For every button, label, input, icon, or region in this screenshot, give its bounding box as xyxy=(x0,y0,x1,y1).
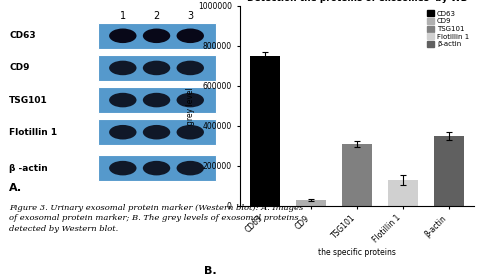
Text: 3: 3 xyxy=(187,11,194,21)
Legend: CD63, CD9, TSG101, Flotillin 1, β-actin: CD63, CD9, TSG101, Flotillin 1, β-actin xyxy=(426,9,471,49)
X-axis label: the specific proteins: the specific proteins xyxy=(318,247,396,257)
Bar xyxy=(388,180,418,206)
Text: CD63: CD63 xyxy=(9,31,35,40)
Ellipse shape xyxy=(109,29,137,43)
Ellipse shape xyxy=(177,125,204,140)
Ellipse shape xyxy=(109,161,137,175)
Bar xyxy=(433,136,464,206)
Ellipse shape xyxy=(143,125,170,140)
Ellipse shape xyxy=(143,93,170,107)
Text: A.: A. xyxy=(9,183,22,193)
Ellipse shape xyxy=(109,125,137,140)
Ellipse shape xyxy=(109,61,137,75)
Ellipse shape xyxy=(177,61,204,75)
Text: B.: B. xyxy=(204,266,217,276)
Text: Flotillin 1: Flotillin 1 xyxy=(9,128,57,137)
Title: Detection the proteins of exosomes  by WB: Detection the proteins of exosomes by WB xyxy=(247,0,467,3)
FancyBboxPatch shape xyxy=(98,155,216,181)
FancyBboxPatch shape xyxy=(98,55,216,81)
Text: CD9: CD9 xyxy=(9,63,30,73)
Ellipse shape xyxy=(143,161,170,175)
Text: Figure 3. Urinary exosomal protein marker (Western blot): A. Images
of exosomal : Figure 3. Urinary exosomal protein marke… xyxy=(10,204,304,233)
Bar xyxy=(296,200,326,206)
FancyBboxPatch shape xyxy=(98,87,216,113)
Ellipse shape xyxy=(109,93,137,107)
Y-axis label: grey level: grey level xyxy=(186,87,195,125)
Text: 1: 1 xyxy=(120,11,126,21)
FancyBboxPatch shape xyxy=(98,119,216,145)
Text: β -actin: β -actin xyxy=(9,164,48,173)
Ellipse shape xyxy=(143,29,170,43)
Ellipse shape xyxy=(143,61,170,75)
Ellipse shape xyxy=(177,161,204,175)
Text: 2: 2 xyxy=(153,11,160,21)
Bar xyxy=(342,144,372,206)
Ellipse shape xyxy=(177,29,204,43)
Ellipse shape xyxy=(177,93,204,107)
Bar xyxy=(250,56,280,206)
Text: TSG101: TSG101 xyxy=(9,96,48,105)
FancyBboxPatch shape xyxy=(98,23,216,49)
